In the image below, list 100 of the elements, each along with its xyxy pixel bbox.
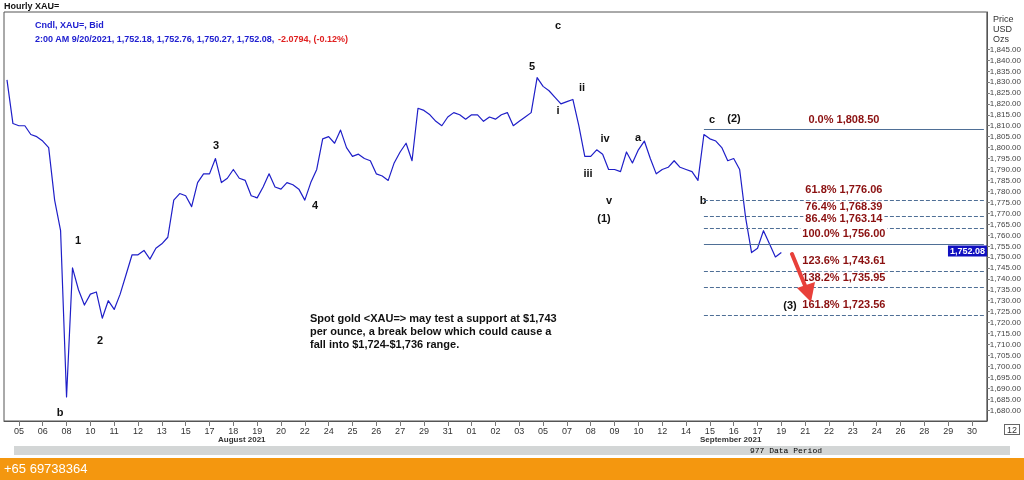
footer-bar: +65 69738364: [0, 458, 1024, 480]
y-tick-label: 1,825.00: [989, 88, 1022, 98]
y-tick-label: 1,845.00: [989, 44, 1022, 54]
x-tick-label: 21: [800, 425, 811, 436]
y-tick-label: 1,695.00: [989, 372, 1022, 382]
y-tick-label: 1,690.00: [989, 383, 1022, 393]
y-tick-label: 1,710.00: [989, 339, 1022, 349]
y-tick-label: 1,680.00: [989, 405, 1022, 415]
x-tick-label: 12: [133, 425, 144, 436]
y-tick-label: 1,715.00: [989, 329, 1022, 339]
y-tick-label: 1,770.00: [989, 208, 1022, 218]
y-tick-label: 1,765.00: [989, 219, 1022, 229]
ref-line-label: 138.2% 1,735.95: [802, 271, 886, 284]
y-tick-label: 1,685.00: [989, 394, 1022, 404]
y-axis-title: Price USD Ozs: [993, 14, 1014, 44]
x-tick-label: 08: [61, 425, 72, 436]
x-tick-label: 19: [776, 425, 787, 436]
y-tick-label: 1,705.00: [989, 350, 1022, 360]
annotation: a: [634, 131, 642, 143]
annotation: ii: [578, 81, 586, 93]
x-tick-label: 24: [871, 425, 882, 436]
ref-line-label: 161.8% 1,723.56: [802, 298, 886, 311]
ref-line-label: 100.0% 1,756.00: [802, 227, 886, 240]
x-tick-label: 05: [538, 425, 549, 436]
y-tick-label: 1,755.00: [989, 241, 1022, 251]
y-tick-label: 1,810.00: [989, 121, 1022, 131]
y-tick-label: 1,805.00: [989, 132, 1022, 142]
annotation: iii: [583, 167, 593, 179]
y-tick-label: 1,740.00: [989, 274, 1022, 284]
x-tick-label: 31: [442, 425, 453, 436]
annotation: (1): [597, 212, 612, 224]
x-tick-label: 24: [323, 425, 334, 436]
y-tick-label: 1,735.00: [989, 285, 1022, 295]
x-tick-label: 28: [919, 425, 930, 436]
x-tick-label: 12: [657, 425, 668, 436]
x-tick-label: 03: [514, 425, 525, 436]
x-tick-label: 05: [13, 425, 24, 436]
x-tick-label: 07: [561, 425, 572, 436]
ref-line-label: 123.6% 1,743.61: [802, 254, 886, 267]
annotation: -2.0794, (-0.12%): [278, 34, 349, 44]
y-tick-label: 1,800.00: [989, 143, 1022, 153]
x-tick-label: 18: [228, 425, 239, 436]
y-tick-label: 1,700.00: [989, 361, 1022, 371]
scrollbar: 977 Data Period: [14, 446, 1010, 455]
x-tick-label: 23: [847, 425, 858, 436]
x-tick-label: 20: [275, 425, 286, 436]
y-tick-label: 1,820.00: [989, 99, 1022, 109]
x-tick-label: 22: [299, 425, 310, 436]
y-tick-label: 1,785.00: [989, 175, 1022, 185]
annotation: c: [708, 113, 716, 125]
y-tick-label: 1,750.00: [989, 252, 1022, 262]
annotation: b: [56, 406, 64, 418]
y-tick-label: 1,830.00: [989, 77, 1022, 87]
text: September 2021: [700, 434, 762, 444]
x-tick-label: 16: [728, 425, 739, 436]
annotation: 1,752.08: [949, 246, 985, 256]
x-tick-label: 11: [109, 425, 119, 436]
x-tick-label: 29: [943, 425, 954, 436]
ref-line-label: 61.8% 1,776.06: [805, 183, 883, 196]
x-tick-label: 25: [347, 425, 358, 436]
y-tick-label: 1,720.00: [989, 318, 1022, 328]
x-tick-label: 29: [418, 425, 429, 436]
x-tick-label: 30: [966, 425, 977, 436]
x-tick-label: 13: [156, 425, 167, 436]
x-tick-label: 17: [204, 425, 215, 436]
ref-line-label: 0.0% 1,808.50: [808, 112, 880, 125]
ref-line-label: 76.4% 1,768.39: [805, 200, 883, 213]
x-tick-label: 09: [609, 425, 620, 436]
annotation: 2:00 AM 9/20/2021, 1,752.18, 1,752.76, 1,750.27, 1,752.08,: [35, 34, 275, 44]
chart-title: Hourly XAU=: [4, 0, 60, 11]
y-tick-label: 1,780.00: [989, 186, 1022, 196]
annotation: iv: [600, 132, 611, 144]
x-tick-label: 19: [252, 425, 263, 436]
x-tick-label: 08: [585, 425, 596, 436]
annotation: c: [554, 19, 562, 31]
x-tick-label: 15: [704, 425, 715, 436]
annotation: 1: [74, 234, 82, 246]
x-tick-label: 27: [395, 425, 406, 436]
annotation: 3: [212, 139, 220, 151]
x-tick-label: 26: [895, 425, 906, 436]
y-tick-label: 1,840.00: [989, 55, 1022, 65]
annotation: (2): [727, 112, 742, 124]
text: Cndl, XAU=, Bid: [35, 19, 104, 30]
annotation: 4: [311, 199, 319, 211]
annotation: 5: [528, 60, 536, 72]
y-tick-label: 1,795.00: [989, 154, 1022, 164]
x-tick-label: 15: [180, 425, 191, 436]
x-tick-label: 26: [371, 425, 382, 436]
y-tick-label: 1,760.00: [989, 230, 1022, 240]
annotation: v: [605, 194, 613, 206]
y-tick-label: 1,745.00: [989, 263, 1022, 273]
x-tick-label: 10: [85, 425, 96, 436]
x-tick-label: 10: [633, 425, 644, 436]
y-tick-label: 1,835.00: [989, 66, 1022, 76]
y-tick-label: 1,790.00: [989, 164, 1022, 174]
y-tick-label: 1,725.00: [989, 307, 1022, 317]
y-tick-label: 1,775.00: [989, 197, 1022, 207]
text: August 2021: [218, 434, 267, 444]
x-tick-label: 02: [490, 425, 501, 436]
x-tick-label: 06: [37, 425, 48, 436]
